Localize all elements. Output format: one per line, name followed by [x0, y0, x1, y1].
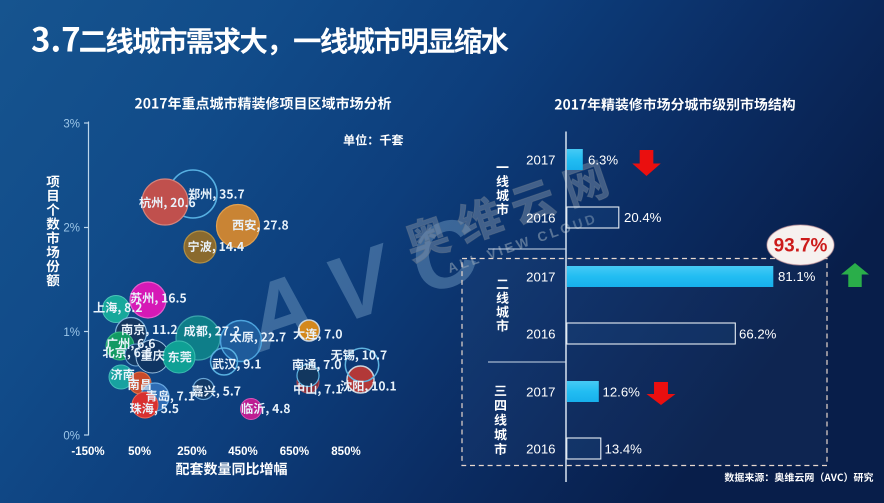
- svg-text:850%: 850%: [331, 446, 360, 458]
- svg-text:-150%: -150%: [71, 446, 104, 458]
- svg-text:2017: 2017: [526, 269, 555, 284]
- svg-text:2016: 2016: [526, 210, 555, 225]
- svg-text:66.2%: 66.2%: [739, 327, 777, 342]
- svg-text:2017: 2017: [526, 384, 555, 399]
- svg-text:3%: 3%: [63, 119, 80, 131]
- svg-text:2%: 2%: [63, 223, 80, 235]
- svg-text:12.6%: 12.6%: [603, 384, 641, 399]
- svg-text:2016: 2016: [526, 441, 555, 456]
- svg-text:2016: 2016: [526, 326, 555, 341]
- svg-text:2017: 2017: [526, 152, 555, 167]
- svg-text:81.1%: 81.1%: [778, 269, 816, 284]
- svg-text:50%: 50%: [128, 446, 151, 458]
- svg-text:250%: 250%: [177, 446, 206, 458]
- svg-text:20.4%: 20.4%: [624, 210, 662, 225]
- svg-text:1%: 1%: [63, 327, 80, 339]
- svg-text:450%: 450%: [228, 446, 257, 458]
- svg-text:13.4%: 13.4%: [605, 442, 643, 457]
- svg-text:93.7%: 93.7%: [774, 236, 828, 257]
- svg-text:6.3%: 6.3%: [588, 153, 618, 168]
- svg-text:650%: 650%: [280, 446, 309, 458]
- svg-text:0%: 0%: [63, 431, 80, 443]
